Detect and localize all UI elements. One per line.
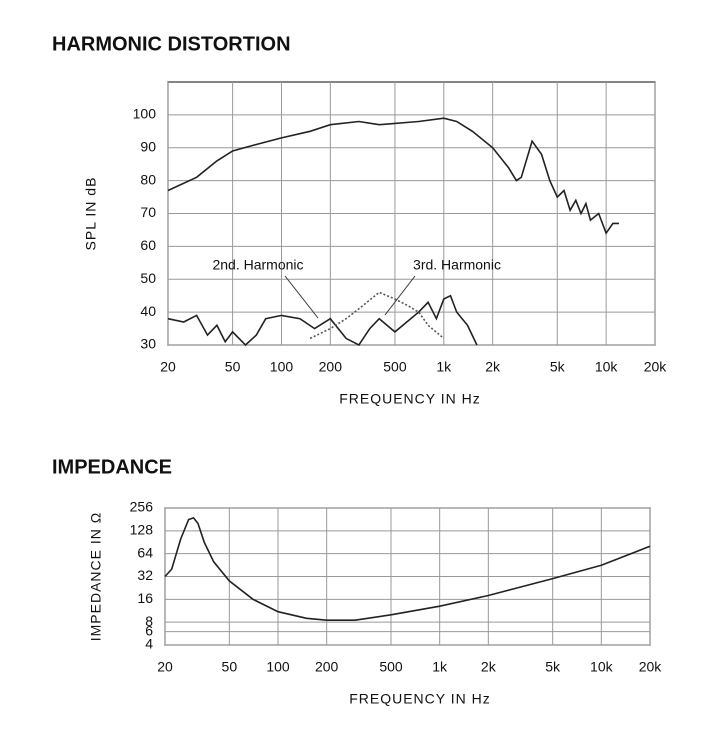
chart-title: IMPEDANCE: [52, 456, 172, 478]
annotation: 2nd. Harmonic: [212, 257, 303, 273]
series-line: [167, 117, 619, 235]
x-axis-label: FREQUENCY IN Hz: [339, 391, 481, 407]
y-tick-label: 256: [130, 499, 154, 515]
y-tick-label: 4: [145, 636, 153, 652]
x-tick-label: 10k: [590, 659, 614, 675]
x-tick-label: 2k: [485, 359, 501, 375]
x-tick-label: 200: [319, 359, 343, 375]
x-tick-label: 100: [270, 359, 294, 375]
x-axis-label: FREQUENCY IN Hz: [349, 691, 491, 707]
x-tick-label: 5k: [545, 659, 561, 675]
x-tick-label: 10k: [595, 359, 619, 375]
y-tick-label: 6: [145, 622, 153, 638]
y-tick-label: 30: [140, 336, 156, 352]
x-tick-label: 500: [379, 659, 403, 675]
x-tick-label: 200: [315, 659, 339, 675]
y-tick-label: 70: [140, 204, 156, 220]
x-tick-label: 2k: [481, 659, 497, 675]
x-tick-label: 5k: [550, 359, 566, 375]
y-tick-label: 90: [140, 138, 156, 154]
x-tick-label: 20: [160, 359, 176, 375]
x-tick-label: 20k: [644, 359, 668, 375]
annotation: 3rd. Harmonic: [413, 257, 501, 273]
x-tick-label: 50: [222, 659, 238, 675]
y-tick-label: 80: [140, 171, 156, 187]
y-tick-label: 50: [140, 270, 156, 286]
y-axis-label: SPL IN dB: [83, 177, 99, 251]
y-tick-label: 64: [137, 544, 153, 560]
y-tick-label: 8: [145, 613, 153, 629]
y-tick-label: 32: [137, 567, 153, 583]
x-tick-label: 1k: [436, 359, 452, 375]
x-tick-label: 20: [157, 659, 173, 675]
y-tick-label: 16: [137, 590, 153, 606]
y-tick-label: 128: [130, 522, 154, 538]
series-line: [167, 294, 478, 347]
series-line: [164, 516, 651, 621]
chart-title: HARMONIC DISTORTION: [52, 33, 291, 55]
annotation-arrow: [284, 275, 319, 319]
x-tick-label: 20k: [639, 659, 663, 675]
x-tick-label: 1k: [432, 659, 448, 675]
x-tick-label: 100: [266, 659, 290, 675]
x-tick-label: 50: [225, 359, 241, 375]
annotation-arrow: [384, 275, 416, 316]
y-tick-label: 60: [140, 237, 156, 253]
x-tick-label: 500: [383, 359, 407, 375]
y-tick-label: 40: [140, 303, 156, 319]
y-axis-label: IMPEDANCE IN Ω: [88, 512, 104, 641]
y-tick-label: 100: [133, 106, 157, 122]
